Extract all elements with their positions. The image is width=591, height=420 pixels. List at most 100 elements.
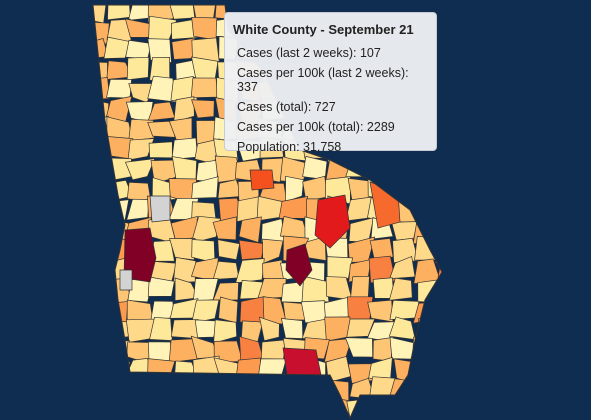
county	[171, 137, 198, 160]
county	[93, 195, 110, 224]
county	[433, 219, 442, 245]
county	[93, 375, 109, 405]
county	[212, 282, 239, 301]
county	[173, 376, 197, 402]
county	[411, 382, 440, 405]
county	[191, 37, 220, 63]
county	[434, 317, 442, 344]
county	[411, 159, 440, 184]
county	[413, 197, 441, 221]
county	[314, 194, 351, 249]
county	[262, 238, 284, 265]
county	[93, 396, 109, 418]
tooltip-line: Cases per 100k (total): 2289	[237, 120, 395, 134]
county	[432, 362, 442, 384]
county	[437, 258, 442, 280]
county	[389, 299, 420, 320]
county	[302, 155, 328, 181]
county	[240, 376, 262, 404]
county	[303, 400, 330, 418]
county	[102, 379, 128, 398]
county	[191, 377, 219, 402]
county	[173, 96, 195, 124]
county	[235, 258, 265, 284]
county	[147, 358, 176, 380]
county	[390, 397, 418, 418]
county	[367, 397, 397, 418]
county	[149, 195, 171, 223]
county	[281, 318, 304, 339]
county	[436, 96, 442, 122]
county	[279, 397, 308, 418]
county	[93, 177, 105, 200]
county	[238, 239, 265, 261]
county	[218, 296, 239, 324]
county	[190, 77, 219, 99]
county	[433, 57, 442, 83]
county	[106, 78, 132, 99]
county	[104, 199, 130, 221]
tooltip: White County - September 21 Cases (last …	[224, 12, 437, 154]
county	[435, 299, 442, 323]
county	[285, 243, 313, 287]
county	[239, 336, 265, 361]
county	[103, 36, 131, 59]
county	[278, 377, 304, 404]
county	[191, 299, 220, 324]
county	[433, 237, 442, 264]
county	[119, 269, 133, 291]
county	[326, 256, 354, 283]
county	[93, 319, 110, 338]
county	[191, 99, 215, 119]
county	[125, 39, 152, 60]
county	[301, 275, 330, 303]
county	[217, 239, 241, 261]
county	[93, 138, 105, 163]
county	[260, 339, 286, 362]
county	[147, 400, 177, 418]
county	[411, 177, 438, 201]
county	[285, 175, 304, 203]
county	[127, 396, 155, 417]
tooltip-line: Cases (total): 727	[237, 100, 336, 114]
county	[196, 398, 221, 418]
county	[194, 319, 220, 338]
county	[128, 118, 155, 142]
county	[93, 357, 109, 384]
county	[103, 238, 128, 262]
county	[214, 399, 243, 418]
county	[169, 238, 196, 261]
county	[212, 216, 237, 241]
county	[437, 197, 442, 223]
county	[249, 169, 275, 191]
county	[412, 336, 437, 364]
county	[147, 341, 173, 362]
county	[345, 159, 375, 178]
county	[106, 301, 129, 323]
county	[434, 395, 442, 418]
county	[107, 5, 131, 21]
county	[124, 158, 156, 181]
county	[127, 138, 155, 161]
county	[256, 358, 287, 384]
tooltip-line: Cases per 100k (last 2 weeks): 337	[237, 66, 409, 94]
county	[170, 319, 199, 339]
county	[435, 135, 442, 161]
county	[391, 221, 418, 241]
county	[433, 78, 442, 97]
county	[257, 397, 283, 418]
county	[126, 198, 150, 221]
county	[238, 216, 262, 243]
county	[213, 319, 238, 344]
county	[388, 277, 413, 301]
county	[147, 38, 172, 63]
state-outline	[92, 4, 443, 420]
county	[434, 115, 442, 145]
county	[126, 56, 150, 81]
county	[102, 157, 133, 183]
county	[191, 16, 218, 41]
county	[282, 347, 323, 399]
county	[171, 18, 199, 40]
county	[93, 220, 109, 240]
county	[435, 35, 442, 65]
